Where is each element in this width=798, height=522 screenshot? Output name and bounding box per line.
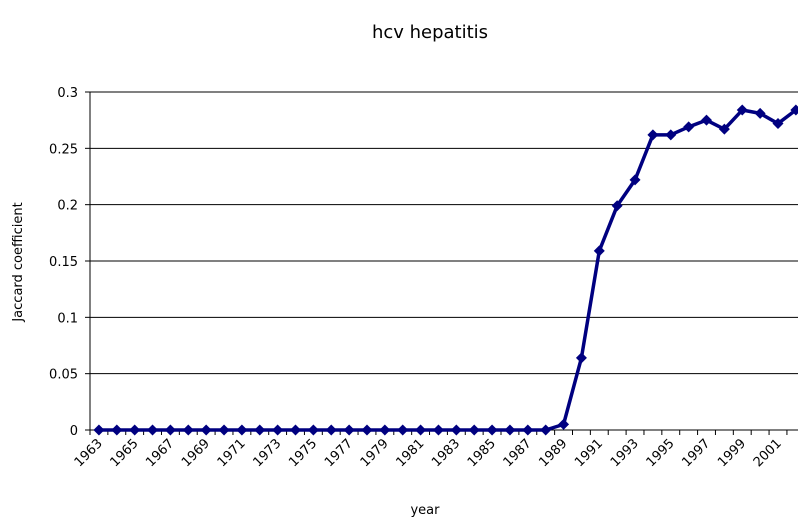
marker <box>290 424 302 436</box>
y-tick-label: 0.05 <box>49 368 78 383</box>
y-tick-label: 0.1 <box>57 311 78 326</box>
line <box>98 108 797 432</box>
marker <box>307 424 319 436</box>
marker <box>647 129 659 141</box>
y-axis-label: Jaccard coefficient <box>11 202 26 322</box>
marker <box>754 107 766 119</box>
y-tick-label: 0.25 <box>49 142 78 157</box>
marker <box>397 424 409 436</box>
marker <box>522 424 534 436</box>
chart-title: hcv hepatitis <box>372 22 488 43</box>
marker <box>361 424 373 436</box>
marker <box>450 424 462 436</box>
marker <box>504 424 516 436</box>
x-tick-label: 1971 <box>215 436 249 470</box>
x-axis-label: year <box>410 503 440 518</box>
x-tick-label: 1985 <box>465 436 499 470</box>
marker <box>432 424 444 436</box>
x-tick-label: 1983 <box>429 436 463 470</box>
y-tick-label: 0.3 <box>57 86 78 101</box>
x-tick-label: 1973 <box>250 436 284 470</box>
marker <box>218 424 230 436</box>
marker <box>468 424 480 436</box>
marker <box>558 418 570 430</box>
marker <box>665 129 677 141</box>
marker <box>593 245 605 257</box>
marker <box>683 121 695 133</box>
x-tick-label: 1977 <box>322 436 356 470</box>
x-tick-label: 1997 <box>679 436 713 470</box>
x-tick-label: 2001 <box>751 436 785 470</box>
marker <box>147 424 159 436</box>
y-tick-label: 0 <box>70 424 78 439</box>
marker <box>415 424 427 436</box>
x-tick-label: 1999 <box>715 436 749 470</box>
x-tick-label: 1979 <box>358 436 392 470</box>
marker <box>575 352 587 364</box>
marker <box>379 424 391 436</box>
x-tick-label: 1987 <box>501 436 535 470</box>
marker <box>629 174 641 186</box>
marker <box>486 424 498 436</box>
marker <box>236 424 248 436</box>
marker <box>272 424 284 436</box>
x-tick-label: 1981 <box>393 436 427 470</box>
marker <box>772 118 784 130</box>
marker <box>200 424 212 436</box>
x-tick-label: 1963 <box>72 436 106 470</box>
marker <box>611 200 623 212</box>
marker <box>111 424 123 436</box>
x-tick-label: 1993 <box>608 436 642 470</box>
x-tick-label: 1975 <box>286 436 320 470</box>
marker <box>736 104 748 116</box>
x-tick-label: 1995 <box>644 436 678 470</box>
marker <box>325 424 337 436</box>
x-tick-label: 1967 <box>143 436 177 470</box>
marker <box>93 424 105 436</box>
marker <box>540 424 552 436</box>
x-tick-label: 1991 <box>572 436 606 470</box>
x-tick-label: 1965 <box>107 436 141 470</box>
marker <box>254 424 266 436</box>
marker <box>790 104 798 116</box>
x-tick-label: 1989 <box>536 436 570 470</box>
marker <box>701 114 713 126</box>
marker <box>182 424 194 436</box>
x-tick-label: 1969 <box>179 436 213 470</box>
marker <box>164 424 176 436</box>
marker <box>718 123 730 135</box>
marker <box>129 424 141 436</box>
marker <box>343 424 355 436</box>
y-tick-label: 0.2 <box>57 199 78 214</box>
y-tick-label: 0.15 <box>49 255 78 270</box>
